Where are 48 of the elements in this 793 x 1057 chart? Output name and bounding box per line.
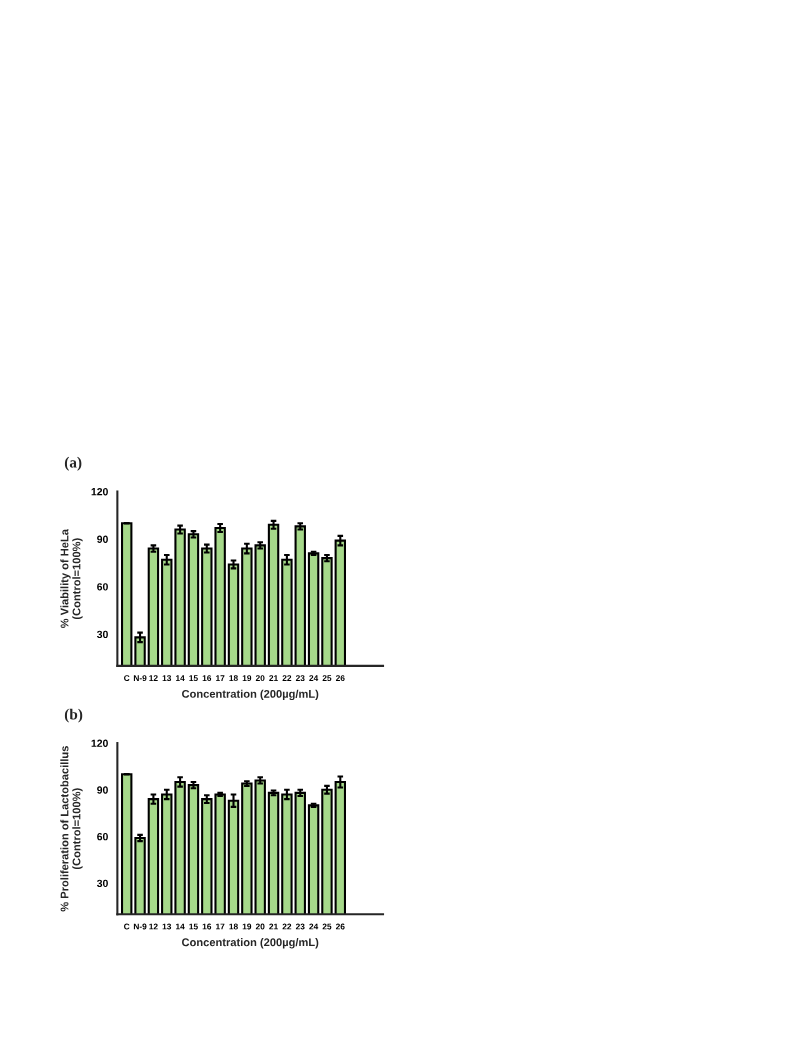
x-tick-label: 17 xyxy=(216,923,225,930)
y-tick-label: 60 xyxy=(97,832,108,841)
y-tick-label: 60 xyxy=(97,583,108,591)
x-tick-label: 14 xyxy=(176,675,185,681)
x-tick-label: C xyxy=(124,675,130,682)
x-tick-label: 15 xyxy=(189,675,198,682)
x-tick-label: 13 xyxy=(162,923,172,930)
x-tick-label: 19 xyxy=(242,923,252,930)
chart-title: (a) xyxy=(64,456,82,471)
x-axis-title: Concentration (200µg/mL) xyxy=(182,938,319,949)
y-tick-label: 90 xyxy=(97,786,108,794)
x-tick-label: 22 xyxy=(282,923,292,930)
x-tick-label: 19 xyxy=(242,675,252,682)
x-tick-label: 24 xyxy=(309,675,319,681)
x-tick-label: N-9 xyxy=(133,675,147,682)
x-tick-label: C xyxy=(124,923,130,930)
x-tick-label: 23 xyxy=(295,923,305,930)
chart-title: (b) xyxy=(64,708,83,723)
y-tick-label: 90 xyxy=(97,535,108,543)
x-tick-label: 21 xyxy=(269,923,278,930)
x-tick-label: 21 xyxy=(269,675,278,681)
x-tick-label: 25 xyxy=(322,923,332,930)
x-tick-label: 23 xyxy=(295,675,305,682)
x-tick-label: 26 xyxy=(335,923,345,930)
x-tick-label: 12 xyxy=(149,923,158,930)
x-tick-label: 20 xyxy=(255,675,265,682)
x-tick-label: 16 xyxy=(202,675,212,682)
y-tick-label: 120 xyxy=(91,488,108,496)
x-tick-label: 13 xyxy=(162,675,172,682)
x-tick-label: 20 xyxy=(255,923,265,930)
x-tick-label: 25 xyxy=(322,675,332,682)
x-tick-label: 17 xyxy=(216,675,225,681)
y-tick-label: 30 xyxy=(96,630,108,639)
x-tick-label: 22 xyxy=(282,675,292,681)
y-axis-title: % Proliferation of Lactobacillus (Control=100%) xyxy=(60,746,83,912)
x-tick-label: 24 xyxy=(309,923,319,930)
x-tick-label: 15 xyxy=(189,923,198,930)
x-tick-label: 14 xyxy=(176,923,185,930)
x-axis-title: Concentration (200µg/mL) xyxy=(182,689,319,701)
y-tick-label: 120 xyxy=(91,739,108,747)
x-tick-label: 12 xyxy=(149,675,158,681)
x-tick-label: 26 xyxy=(335,675,345,682)
x-tick-label: N-9 xyxy=(133,923,147,930)
y-axis-title: % Viability of HeLa (Control=100%) xyxy=(60,529,83,629)
x-tick-label: 18 xyxy=(229,675,238,682)
x-tick-label: 16 xyxy=(202,923,212,930)
x-tick-label: 18 xyxy=(229,923,238,930)
y-tick-label: 30 xyxy=(96,879,108,888)
